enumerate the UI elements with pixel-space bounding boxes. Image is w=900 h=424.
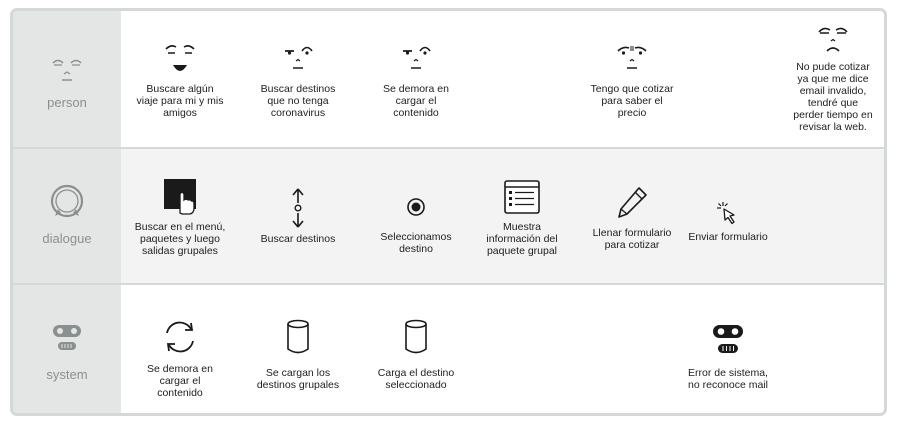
person-step-3-text: Se demora en cargar el contenido xyxy=(383,83,449,119)
system-row: system Se demora en cargar el contenido xyxy=(13,283,884,413)
system-step-2: Se cargan los destinos grupales xyxy=(239,319,357,391)
scroll-arrows-icon xyxy=(290,187,306,229)
system-step-4: Error de sistema, no reconoce mail xyxy=(669,323,787,391)
sad-face-icon xyxy=(816,23,850,57)
robot-face-icon xyxy=(710,323,746,357)
happy-face-icon xyxy=(163,41,197,77)
pencil-icon xyxy=(615,185,649,221)
browser-window-icon xyxy=(503,179,541,215)
person-label-column: person xyxy=(13,11,121,147)
dialogue-step-2-text: Buscar destinos xyxy=(260,233,336,245)
system-step-1-text: Se demora en cargar el contenido xyxy=(147,363,213,399)
dialogue-step-1: Buscar en el menú, paquetes y luego sali… xyxy=(121,177,239,257)
person-step-4: Tengo que cotizar para saber el precio xyxy=(567,41,697,119)
person-row-label: person xyxy=(47,95,87,110)
dialogue-step-1-text: Buscar en el menú, paquetes y luego sali… xyxy=(134,221,226,257)
person-step-2: Buscar destinos que no tenga coronavirus xyxy=(239,41,357,119)
dialogue-step-2: Buscar destinos xyxy=(239,187,357,245)
dialogue-step-6-text: Enviar formulario xyxy=(688,231,768,243)
person-step-5: No pude cotizar ya que me dice email inv… xyxy=(781,23,884,133)
frowning-face-icon xyxy=(615,41,649,77)
dialogue-label-column: dialogue xyxy=(13,149,121,285)
system-step-3: Carga el destino seleccionado xyxy=(357,319,475,391)
person-face-icon xyxy=(13,55,121,85)
dialogue-step-5-text: Llenar formulario para cotizar xyxy=(592,227,672,251)
system-step-1: Se demora en cargar el contenido xyxy=(121,319,239,399)
database-icon xyxy=(285,319,311,355)
system-step-2-text: Se cargan los destinos grupales xyxy=(256,367,340,391)
touch-screen-icon xyxy=(160,177,200,215)
dialogue-step-5: Llenar formulario para cotizar xyxy=(567,185,697,251)
system-step-3-text: Carga el destino seleccionado xyxy=(377,367,455,391)
person-step-3: Se demora en cargar el contenido xyxy=(357,41,475,119)
dialogue-row: dialogue Buscar en el menú, paquetes y l… xyxy=(13,147,884,285)
robot-icon xyxy=(13,323,121,355)
person-step-5-text: No pude cotizar ya que me dice email inv… xyxy=(793,61,873,133)
dialogue-bubble-icon xyxy=(13,183,121,223)
dialogue-row-label: dialogue xyxy=(42,231,92,246)
dialogue-step-6: Enviar formulario xyxy=(673,201,783,243)
database-icon xyxy=(403,319,429,355)
dialogue-step-4: Muestra información del paquete grupal xyxy=(463,179,581,257)
system-label-column: system xyxy=(13,285,121,413)
person-step-1-text: Buscare algún viaje para mi y mis amigos xyxy=(136,83,224,119)
click-cursor-icon xyxy=(716,201,740,227)
dialogue-step-3-text: Seleccionamos destino xyxy=(380,231,452,255)
refresh-icon xyxy=(161,319,199,355)
journey-map-frame: person Buscare algún viaje para mi y mis… xyxy=(10,8,887,416)
skeptical-face-icon xyxy=(399,41,433,77)
system-row-label: system xyxy=(46,367,88,382)
dialogue-step-3: Seleccionamos destino xyxy=(357,197,475,255)
system-step-4-text: Error de sistema, no reconoce mail xyxy=(688,367,768,391)
dialogue-step-4-text: Muestra información del paquete grupal xyxy=(486,221,558,257)
skeptical-face-icon xyxy=(281,41,315,77)
person-step-1: Buscare algún viaje para mi y mis amigos xyxy=(121,41,239,119)
person-row: person Buscare algún viaje para mi y mis… xyxy=(13,11,884,147)
radio-select-icon xyxy=(406,197,426,217)
person-step-2-text: Buscar destinos que no tenga coronavirus xyxy=(260,83,336,119)
person-step-4-text: Tengo que cotizar para saber el precio xyxy=(590,83,674,119)
